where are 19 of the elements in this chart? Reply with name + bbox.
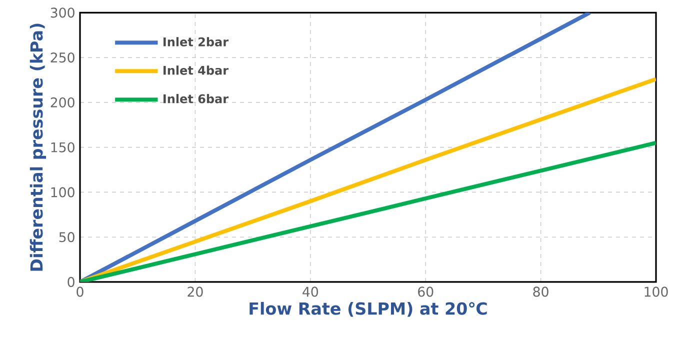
x-tick-label: 0 bbox=[76, 286, 84, 297]
x-tick-label: 20 bbox=[188, 286, 203, 297]
y-tick-label: 200 bbox=[50, 97, 74, 108]
y-tick-label: 100 bbox=[51, 187, 74, 198]
legend-label: Inlet 6bar bbox=[164, 94, 228, 104]
y-axis-title: Differential pressure (kPa) bbox=[30, 24, 46, 271]
y-tick-label: 250 bbox=[50, 52, 74, 63]
y-tick-label: 0 bbox=[68, 276, 74, 288]
x-tick-label: 80 bbox=[533, 286, 548, 297]
y-tick-label: 150 bbox=[51, 142, 74, 152]
line-series bbox=[80, 12, 592, 282]
x-axis-title: Flow Rate (SLPM) at 20℃ bbox=[250, 302, 487, 317]
legend-label: Inlet 2bar bbox=[164, 37, 228, 46]
y-tick-label: 300 bbox=[50, 8, 74, 18]
x-tick-label: 100 bbox=[644, 286, 668, 297]
x-tick-label: 40 bbox=[302, 286, 318, 297]
x-tick-label: 60 bbox=[418, 286, 434, 297]
y-tick-label: 50 bbox=[59, 232, 74, 242]
legend-label: Inlet 4bar bbox=[164, 66, 228, 75]
